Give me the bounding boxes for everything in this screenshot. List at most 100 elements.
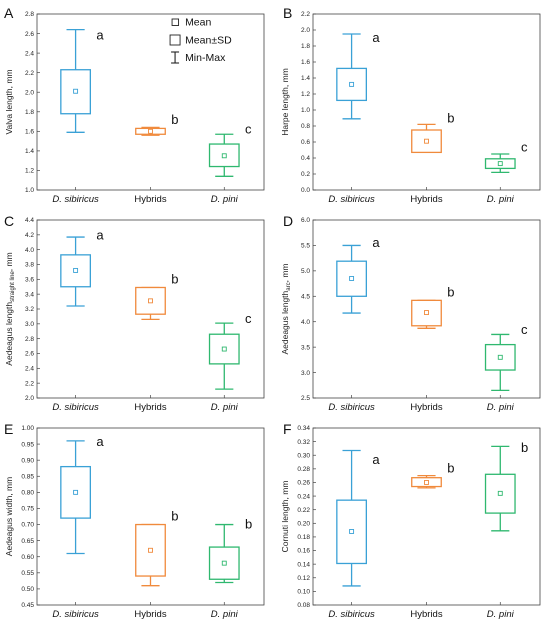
y-tick-label: 0.60 [21,554,34,561]
y-tick-label: 1.0 [301,107,310,114]
mean-marker [497,490,503,496]
y-tick-label: 2.2 [301,11,310,18]
mean-marker [424,138,429,144]
x-tick-label: Hybrids [134,609,166,620]
y-tick-label: 0.10 [297,589,310,596]
y-tick-label: 1.00 [21,425,34,432]
mean-marker [221,153,227,159]
mean-marker [424,310,429,316]
y-tick-label: 6.0 [301,217,310,224]
x-tick-label: D. sibiricus [52,194,99,205]
y-tick-label: 2.4 [25,50,34,57]
x-tick-label: D. pini [487,402,515,413]
group-letter: a [96,227,104,242]
x-tick-label: D. sibiricus [52,609,99,620]
y-tick-label: 0.20 [297,521,310,528]
y-axis-label: Aedeagus lengtharc, mm [280,263,292,354]
panel-b: B 0.0 0.2 0.4 0.6 0.8 1.0 1.2 1.4 1.6 1.8 2.0 2.2 D. … [280,5,541,205]
y-tick-label: 0.26 [297,480,310,487]
panel-letter: F [283,421,292,437]
y-tick-label: 0.28 [297,466,310,473]
panel-d: D 2.5 3.0 3.5 4.0 4.5 5.0 5.5 6.0 D. sibiricus Hyb… [280,213,541,413]
y-tick-label: 0.12 [297,575,310,582]
y-tick-label: 2.6 [25,31,34,38]
group-letter: b [447,460,454,475]
y-tick-label: 2.4 [25,366,34,373]
group-letter: a [372,452,380,467]
group-letter: a [96,434,104,449]
x-tick-label: D. sibiricus [328,194,375,205]
box-2: b [411,110,454,154]
y-tick-label: 0.8 [301,123,310,130]
y-tick-label: 0.65 [21,538,34,545]
x-tick-label: Hybrids [134,402,166,413]
y-tick-label: 0.18 [297,534,310,541]
box-2: b [411,460,454,489]
y-tick-label: 2.8 [25,11,34,18]
box-3: b [484,440,528,532]
y-tick-label: 1.2 [25,168,34,175]
mean-marker [148,547,153,553]
y-tick-label: 1.8 [301,43,310,50]
y-tick-label: 3.4 [25,291,34,298]
panel-letter: D [283,213,293,229]
y-tick-label: 1.8 [25,109,34,116]
group-letter: b [171,271,178,286]
y-tick-label: 1.2 [301,91,310,98]
panel-letter: C [4,213,14,229]
y-tick-label: 0.24 [297,493,310,500]
panel-letter: A [4,5,14,21]
box-3: c [208,122,252,177]
y-tick-label: 2.0 [25,89,34,96]
y-tick-label: 0.4 [301,155,310,162]
mean-marker [221,560,227,566]
x-tick-label: D. pini [211,609,239,620]
mean-marker [349,529,355,534]
y-axis-label: Aedeagus width, mm [4,477,14,556]
y-tick-label: 2.8 [25,336,34,343]
x-tick-label: Hybrids [410,609,442,620]
mean-marker [424,480,429,485]
panel-letter: B [283,5,292,21]
y-tick-label: 2.2 [25,380,34,387]
box-1: a [60,28,104,133]
y-tick-label: 1.4 [301,75,310,82]
y-tick-label: 0.75 [21,506,34,513]
box-2: b [411,284,454,329]
mean-marker [73,267,79,273]
x-tick-label: Hybrids [410,194,442,205]
y-tick-label: 0.32 [297,439,310,446]
y-tick-label: 0.45 [21,602,34,609]
x-tick-label: Hybrids [134,194,166,205]
mean-marker [148,298,153,304]
panel-f: F 0.08 0.10 0.12 0.14 0.16 0.18 0.20 0.22 0.24 0.2… [280,421,541,620]
panel-a: A 1.0 1.2 1.4 1.6 1.8 2.0 2.2 2.4 2.6 2.8 D. sibiri… [4,5,265,205]
y-tick-label: 3.8 [25,262,34,269]
y-tick-label: 1.4 [25,148,34,155]
y-tick-label: 2.0 [301,27,310,34]
mean-marker [497,354,503,360]
y-tick-label: 4.0 [301,319,310,326]
group-letter: b [245,516,252,531]
y-tick-label: 0.50 [21,586,34,593]
box-3: c [484,140,528,174]
y-axis-label: Harpe length, mm [280,68,290,136]
y-tick-label: 3.2 [25,306,34,313]
y-tick-label: 4.4 [25,217,34,224]
y-tick-label: 0.90 [21,457,34,464]
group-letter: b [521,440,528,455]
group-letter: a [372,235,380,250]
y-tick-label: 0.16 [297,548,310,555]
y-tick-label: 0.08 [297,602,310,609]
y-tick-label: 0.80 [21,490,34,497]
x-tick-label: D. sibiricus [52,402,99,413]
y-tick-label: 2.6 [25,351,34,358]
y-axis-label: Cornuti length, mm [280,481,290,553]
box-3: c [484,322,528,392]
legend: Mean Mean±SD Min-Max [169,17,232,64]
legend-minmax-label: Min-Max [185,52,226,64]
legend-mean-label: Mean [185,17,211,29]
y-tick-label: 5.0 [301,268,310,275]
group-letter: b [447,284,454,299]
y-tick-label: 1.6 [25,129,34,136]
